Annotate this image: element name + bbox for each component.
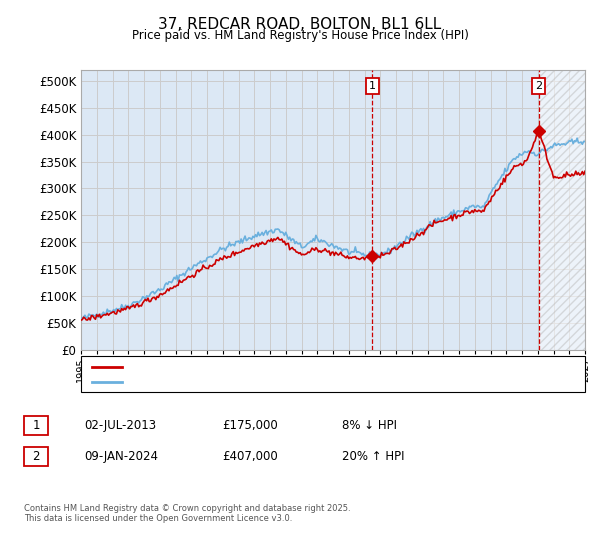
- Text: Price paid vs. HM Land Registry's House Price Index (HPI): Price paid vs. HM Land Registry's House …: [131, 29, 469, 42]
- Text: 37, REDCAR ROAD, BOLTON, BL1 6LL (detached house): 37, REDCAR ROAD, BOLTON, BL1 6LL (detach…: [126, 362, 413, 371]
- Text: 1: 1: [369, 81, 376, 91]
- Text: Contains HM Land Registry data © Crown copyright and database right 2025.
This d: Contains HM Land Registry data © Crown c…: [24, 504, 350, 524]
- Text: 8% ↓ HPI: 8% ↓ HPI: [342, 419, 397, 432]
- Text: 09-JAN-2024: 09-JAN-2024: [84, 450, 158, 463]
- Text: £407,000: £407,000: [222, 450, 278, 463]
- Text: 2: 2: [535, 81, 542, 91]
- Text: 1: 1: [32, 419, 40, 432]
- Text: £175,000: £175,000: [222, 419, 278, 432]
- Text: 20% ↑ HPI: 20% ↑ HPI: [342, 450, 404, 463]
- Text: HPI: Average price, detached house, Bolton: HPI: Average price, detached house, Bolt…: [126, 377, 353, 387]
- Text: 37, REDCAR ROAD, BOLTON, BL1 6LL: 37, REDCAR ROAD, BOLTON, BL1 6LL: [158, 17, 442, 32]
- Text: 2: 2: [32, 450, 40, 463]
- Text: 02-JUL-2013: 02-JUL-2013: [84, 419, 156, 432]
